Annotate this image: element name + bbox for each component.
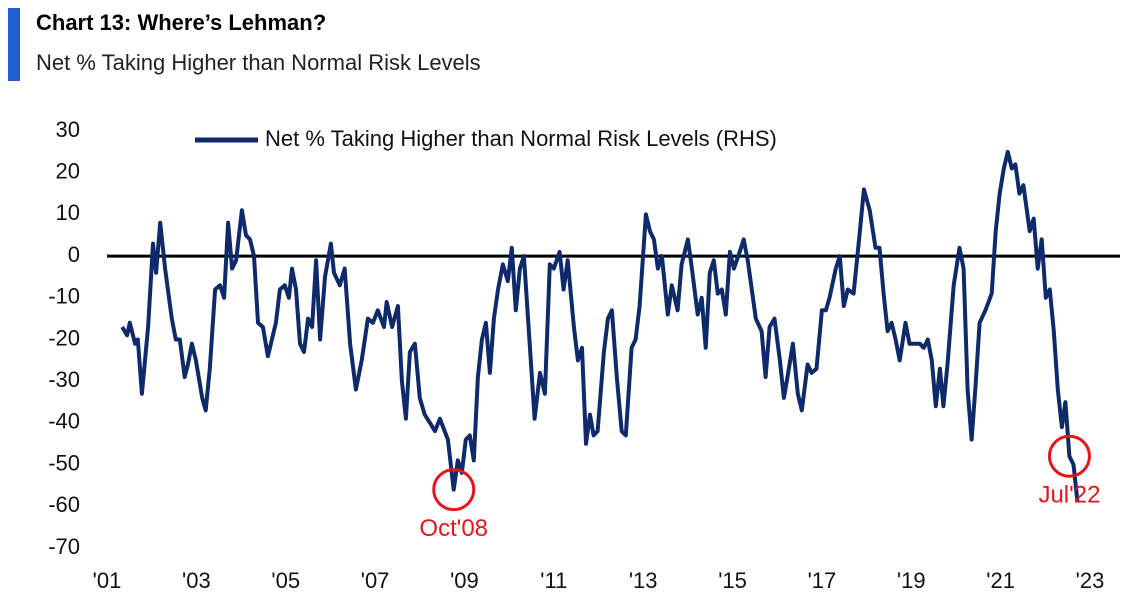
x-tick-label: '05 — [271, 568, 300, 593]
y-tick-label: -30 — [48, 367, 80, 392]
y-tick-label: -40 — [48, 409, 80, 434]
x-tick-label: '01 — [93, 568, 122, 593]
x-tick-label: '23 — [1076, 568, 1105, 593]
y-tick-label: -10 — [48, 284, 80, 309]
y-tick-label: -70 — [48, 534, 80, 559]
x-tick-label: '19 — [897, 568, 926, 593]
data-line — [120, 149, 1080, 503]
x-tick-label: '11 — [540, 568, 567, 593]
chart-title: Chart 13: Where’s Lehman? — [36, 10, 326, 35]
y-tick-label: 0 — [68, 242, 80, 267]
chart-subtitle: Net % Taking Higher than Normal Risk Lev… — [36, 50, 481, 75]
y-tick-label: -60 — [48, 492, 80, 517]
x-tick-label: '03 — [182, 568, 211, 593]
annotation-circle — [432, 468, 476, 512]
y-tick-label: -50 — [48, 450, 80, 475]
x-tick-label: '13 — [629, 568, 658, 593]
y-tick-label: 10 — [56, 200, 80, 225]
legend-label: Net % Taking Higher than Normal Risk Lev… — [265, 126, 777, 151]
annotation-circle — [1047, 434, 1091, 478]
y-tick-label: 30 — [56, 117, 80, 142]
y-tick-label: -20 — [48, 325, 80, 350]
y-tick-label: 20 — [56, 159, 80, 184]
title-accent — [8, 8, 20, 81]
annotation-label: Oct'08 — [419, 515, 488, 542]
x-tick-label: '09 — [450, 568, 479, 593]
x-tick-label: '07 — [361, 568, 390, 593]
x-tick-label: '17 — [808, 568, 837, 593]
x-tick-label: '15 — [718, 568, 747, 593]
x-tick-label: '21 — [986, 568, 1015, 593]
annotation-label: Jul'22 — [1038, 482, 1100, 509]
